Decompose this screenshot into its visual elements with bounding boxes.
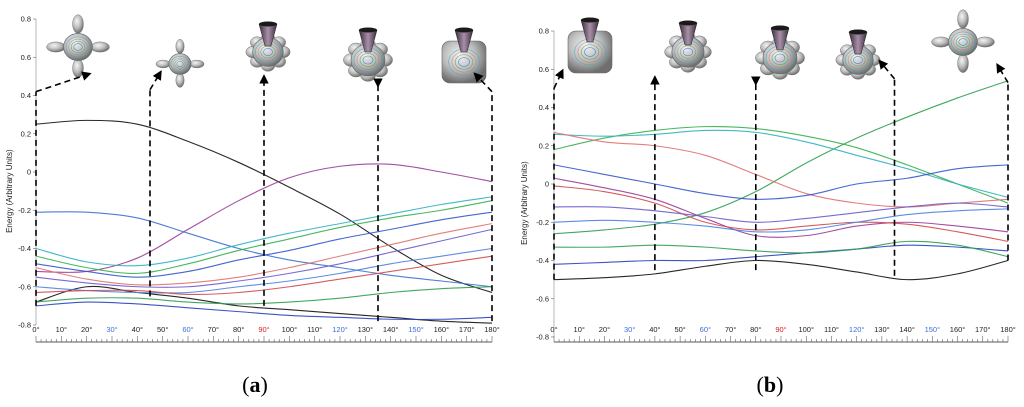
series-line-4 (35, 196, 493, 267)
cone-cap-0 (580, 17, 600, 43)
x-tick-label: 140° (899, 325, 915, 334)
x-tick-label: 0° (32, 325, 39, 334)
x-tick-label: 180° (484, 325, 500, 334)
x-tick-label: 100° (798, 325, 814, 334)
y-tick-label: -0.4 (536, 256, 549, 265)
marker-arrow-4 (996, 62, 1009, 84)
x-tick-label: 170° (975, 325, 991, 334)
x-tick-label: 90° (775, 325, 786, 334)
y-tick-label: -0.6 (536, 294, 549, 303)
series-line-9 (553, 208, 1009, 233)
y-tick-label: 0.2 (539, 141, 549, 150)
x-tick-label: 140° (383, 325, 399, 334)
series-line-4 (553, 131, 1009, 208)
marker-arrow-0 (35, 71, 92, 93)
panel-a: -0.8 -0.6 -0.4 -0.2 0 0.2 0.4 0.6 0.8 Energy (Arb… (5, 14, 500, 397)
x-tick-label: 70° (725, 325, 736, 334)
shape-3d-3 (343, 38, 393, 82)
shape-3d-3 (835, 40, 881, 80)
x-tick-label: 80° (750, 325, 761, 334)
x-tick-label: 180° (1000, 325, 1016, 334)
marker-arrow-4 (473, 72, 493, 93)
x-tick-label: 0° (550, 325, 557, 334)
x-tick-label: 60° (182, 325, 193, 334)
panel-label: (b) (757, 372, 784, 397)
x-tick-label: 80° (233, 325, 244, 334)
x-tick-label: 10° (574, 325, 585, 334)
x-tick-label: 150° (925, 325, 941, 334)
x-tick-label: 110° (824, 325, 839, 334)
cone-cap-3 (848, 29, 868, 55)
x-tick-label: 90° (258, 325, 269, 334)
y-tick-label: 0.6 (21, 53, 31, 62)
series-line-3 (553, 129, 1009, 198)
y-tick-label: 0.2 (21, 129, 31, 138)
x-tick-label: 50° (674, 325, 685, 334)
x-tick-label: 50° (157, 325, 168, 334)
y-tick-label: 0.8 (539, 27, 549, 36)
x-tick-label: 170° (459, 325, 475, 334)
x-tick-label: 60° (700, 325, 711, 334)
y-axis-label: Energy (Arbitrary Units) (5, 149, 14, 233)
shape-3d-4 (931, 9, 995, 73)
cone-cap-1 (678, 20, 698, 46)
y-tick-label: -0.2 (18, 206, 31, 215)
x-tick-label: 20° (81, 325, 92, 334)
cone-cap-2 (770, 25, 790, 51)
series-line-2 (553, 126, 1009, 204)
y-tick-label: 0 (545, 180, 549, 189)
x-tick-label: 20° (599, 325, 610, 334)
x-tick-label: 130° (874, 325, 890, 334)
x-tick-label: 130° (358, 325, 374, 334)
cone-cap-3 (358, 27, 378, 53)
series-line-6 (553, 177, 1009, 238)
x-tick-label: 150° (408, 325, 424, 334)
y-tick-label: -0.8 (536, 333, 549, 342)
y-tick-label: 0.4 (539, 103, 549, 112)
x-tick-label: 160° (950, 325, 966, 334)
series-line-10 (553, 244, 1009, 265)
x-tick-label: 30° (106, 325, 117, 334)
x-tick-label: 110° (307, 325, 322, 334)
y-tick-label: -0.2 (536, 218, 549, 227)
series-line-11 (553, 240, 1009, 258)
cone-cap-2 (258, 21, 278, 47)
y-axis-label: Energy (Arbitrary Units) (520, 161, 529, 245)
y-tick-label: 0.4 (21, 91, 31, 100)
cone-cap-4 (454, 27, 474, 53)
y-tick-label: -0.8 (18, 321, 31, 330)
x-tick-label: 10° (56, 325, 67, 334)
panel-label: (a) (242, 372, 268, 397)
shape-3d-0 (46, 14, 110, 78)
y-tick-label: 0 (27, 168, 31, 177)
x-tick-label: 30° (624, 325, 635, 334)
marker-arrow-0 (553, 68, 564, 89)
y-tick-label: -0.6 (18, 282, 31, 291)
x-tick-label: 40° (132, 325, 143, 334)
marker-arrow-3 (878, 59, 896, 80)
series-line-7 (553, 185, 1009, 242)
series-line-12 (35, 301, 493, 321)
series-line-8 (553, 202, 1009, 223)
marker-arrow-1 (149, 70, 162, 91)
x-tick-label: 120° (332, 325, 348, 334)
y-tick-label: 0.8 (21, 15, 31, 24)
x-tick-label: 100° (282, 325, 298, 334)
series-line-8 (35, 228, 493, 288)
y-tick-label: -0.4 (18, 244, 31, 253)
y-tick-label: 0.6 (539, 65, 549, 74)
shape-3d-1 (155, 39, 205, 88)
series-line-0 (553, 259, 1009, 281)
series-line-5 (553, 164, 1009, 200)
x-tick-label: 70° (208, 325, 219, 334)
x-tick-label: 40° (649, 325, 660, 334)
series-line-1 (553, 80, 1009, 235)
x-tick-label: 120° (849, 325, 865, 334)
x-tick-label: 160° (434, 325, 450, 334)
shape-3d-0 (567, 30, 613, 74)
series-line-2 (35, 163, 493, 273)
panel-b: -0.8 -0.6 -0.4 -0.2 0 0.2 0.4 0.6 0.8 Energy (Arb… (520, 9, 1016, 397)
